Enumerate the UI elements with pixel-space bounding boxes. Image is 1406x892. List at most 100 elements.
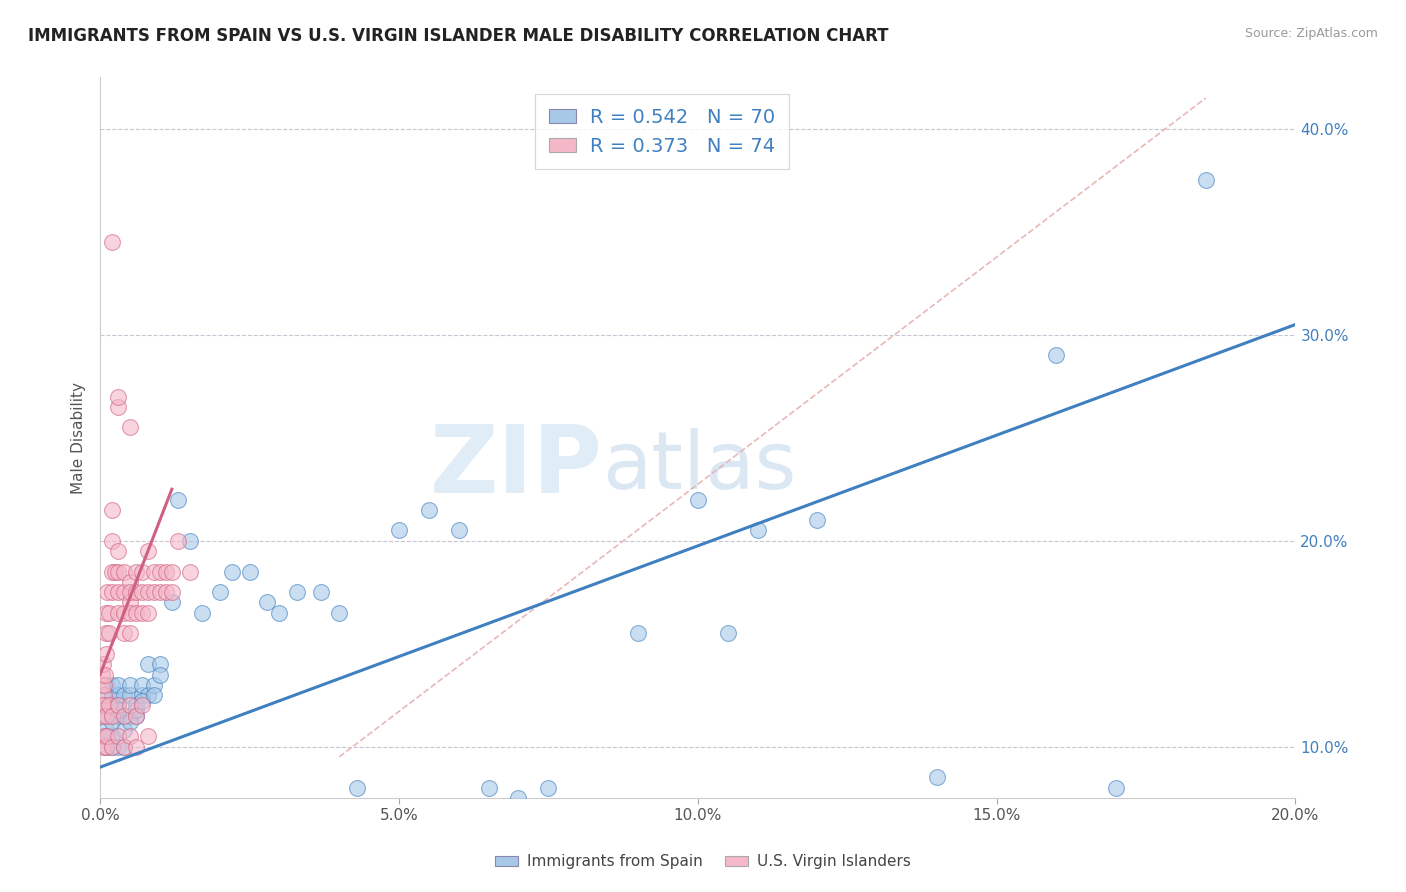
Point xyxy=(107,400,129,414)
Point xyxy=(91,698,114,713)
Point xyxy=(125,739,148,754)
Point xyxy=(107,702,129,716)
Point xyxy=(131,694,153,708)
Point xyxy=(101,708,124,723)
Point xyxy=(107,390,129,404)
Point xyxy=(118,626,141,640)
Point xyxy=(101,565,124,579)
Point xyxy=(125,606,148,620)
Point xyxy=(107,698,129,713)
Point xyxy=(90,708,112,723)
Point xyxy=(107,688,129,702)
Point xyxy=(91,657,114,672)
Point xyxy=(269,606,291,620)
Point xyxy=(107,544,129,558)
Point xyxy=(104,565,127,579)
Point xyxy=(179,533,201,548)
Point xyxy=(94,667,117,681)
Point xyxy=(96,585,118,599)
Point xyxy=(101,698,124,713)
Point xyxy=(118,420,141,434)
Point xyxy=(118,698,141,713)
Point xyxy=(107,708,129,723)
Point xyxy=(94,708,117,723)
Point xyxy=(686,492,709,507)
Point xyxy=(94,729,117,743)
Text: ZIP: ZIP xyxy=(429,420,602,513)
Point xyxy=(94,606,117,620)
Point xyxy=(94,739,117,754)
Point xyxy=(627,626,650,640)
Point xyxy=(166,492,188,507)
Point xyxy=(136,729,159,743)
Point xyxy=(112,688,135,702)
Point xyxy=(418,503,440,517)
Point xyxy=(346,780,368,795)
Point xyxy=(94,626,117,640)
Point xyxy=(94,647,117,661)
Text: IMMIGRANTS FROM SPAIN VS U.S. VIRGIN ISLANDER MALE DISABILITY CORRELATION CHART: IMMIGRANTS FROM SPAIN VS U.S. VIRGIN ISL… xyxy=(28,27,889,45)
Point xyxy=(112,565,135,579)
Point xyxy=(1195,173,1218,187)
Point xyxy=(160,565,183,579)
Point xyxy=(986,812,1008,826)
Point xyxy=(155,585,177,599)
Point xyxy=(747,524,769,538)
Point xyxy=(91,698,114,713)
Point xyxy=(1105,780,1128,795)
Point xyxy=(125,585,148,599)
Point xyxy=(118,688,141,702)
Point xyxy=(118,595,141,609)
Point xyxy=(1045,348,1067,362)
Point xyxy=(107,585,129,599)
Point xyxy=(112,723,135,738)
Legend: Immigrants from Spain, U.S. Virgin Islanders: Immigrants from Spain, U.S. Virgin Islan… xyxy=(488,848,918,875)
Point xyxy=(125,708,148,723)
Point xyxy=(101,533,124,548)
Point xyxy=(149,585,172,599)
Point xyxy=(131,606,153,620)
Point xyxy=(136,657,159,672)
Point xyxy=(118,574,141,589)
Point xyxy=(112,708,135,723)
Point xyxy=(149,657,172,672)
Point xyxy=(112,708,135,723)
Point xyxy=(94,708,117,723)
Point xyxy=(537,780,560,795)
Point xyxy=(93,729,115,743)
Point xyxy=(107,678,129,692)
Point xyxy=(717,626,740,640)
Y-axis label: Male Disability: Male Disability xyxy=(72,382,86,494)
Point xyxy=(309,585,332,599)
Point xyxy=(179,565,201,579)
Point xyxy=(101,585,124,599)
Point xyxy=(101,708,124,723)
Point xyxy=(125,698,148,713)
Point xyxy=(112,606,135,620)
Point xyxy=(107,606,129,620)
Point xyxy=(94,723,117,738)
Point xyxy=(112,739,135,754)
Point xyxy=(190,606,212,620)
Point xyxy=(125,702,148,716)
Point xyxy=(925,771,948,785)
Point xyxy=(131,678,153,692)
Point xyxy=(160,585,183,599)
Point xyxy=(112,739,135,754)
Point xyxy=(98,606,121,620)
Point xyxy=(118,585,141,599)
Point xyxy=(118,606,141,620)
Point xyxy=(112,585,135,599)
Point xyxy=(285,585,308,599)
Point xyxy=(94,698,117,713)
Point xyxy=(101,688,124,702)
Point xyxy=(93,688,115,702)
Point xyxy=(160,595,183,609)
Point xyxy=(118,708,141,723)
Point xyxy=(136,585,159,599)
Point xyxy=(131,585,153,599)
Point xyxy=(91,739,114,754)
Point xyxy=(94,688,117,702)
Point xyxy=(136,544,159,558)
Point xyxy=(101,739,124,754)
